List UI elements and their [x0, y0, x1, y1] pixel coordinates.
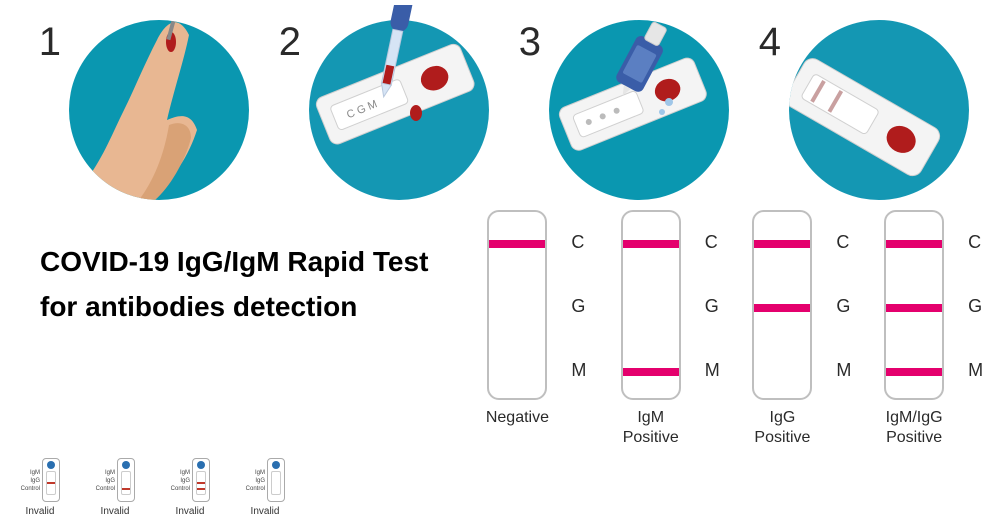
step-4: 4 — [740, 20, 980, 200]
mark-m: M — [836, 360, 851, 381]
mark-c: C — [705, 232, 718, 253]
result-both: C G M IgM/IgGPositive — [884, 210, 944, 448]
strip-negative: C G M — [487, 210, 547, 400]
mini-labels: IgM IgG Control — [243, 469, 265, 493]
step-2: 2 C G M — [260, 20, 500, 200]
title-line-2: for antibodies detection — [40, 285, 440, 330]
band-c — [489, 240, 545, 248]
band-c — [754, 240, 810, 248]
finger-prick-icon — [69, 20, 249, 200]
add-buffer-icon — [539, 10, 739, 210]
band-c — [886, 240, 942, 248]
lower-section: COVID-19 IgG/IgM Rapid Test for antibodi… — [0, 210, 1000, 458]
result-igm: C G M IgMPositive — [621, 210, 681, 448]
add-blood-icon: C G M — [289, 5, 509, 205]
title-line-1: COVID-19 IgG/IgM Rapid Test — [40, 240, 440, 285]
strip-igg: C G M — [752, 210, 812, 400]
invalid-label: Invalid — [176, 506, 205, 517]
mark-g: G — [968, 296, 982, 317]
band-g — [886, 304, 942, 312]
result-label-0: Negative — [486, 408, 549, 448]
mini-label-igg: IgG — [243, 477, 265, 485]
title-block: COVID-19 IgG/IgM Rapid Test for antibodi… — [20, 210, 440, 330]
step-3-circle — [549, 20, 729, 200]
invalid-label: Invalid — [251, 506, 280, 517]
mini-labels: IgM IgG Control — [18, 469, 40, 493]
mini-label-igm: IgM — [243, 469, 265, 477]
read-result-icon — [779, 10, 979, 210]
step-3: 3 — [500, 20, 740, 200]
strip-igm: C G M — [621, 210, 681, 400]
step-2-circle: C G M — [309, 20, 489, 200]
mark-c: C — [836, 232, 849, 253]
invalid-1: IgM IgG Control Invalid — [95, 458, 135, 517]
mini-labels: IgM IgG Control — [168, 469, 190, 493]
mini-cassette: IgM IgG Control — [245, 458, 285, 502]
result-igg: C G M IgGPositive — [752, 210, 812, 448]
result-negative: C G M Negative — [486, 210, 549, 448]
mini-cassette: IgM IgG Control — [20, 458, 60, 502]
mini-label-igg: IgG — [18, 477, 40, 485]
results-row: C G M Negative C G M IgMPositive — [450, 210, 980, 448]
strip-both: C G M — [884, 210, 944, 400]
mini-label-igg: IgG — [168, 477, 190, 485]
invalid-label: Invalid — [26, 506, 55, 517]
invalid-label: Invalid — [101, 506, 130, 517]
mark-g: G — [836, 296, 850, 317]
mark-g: G — [705, 296, 719, 317]
mini-label-control: Control — [18, 485, 40, 493]
step-4-circle — [789, 20, 969, 200]
mark-m: M — [571, 360, 586, 381]
mark-g: G — [571, 296, 585, 317]
mini-label-igg: IgG — [93, 477, 115, 485]
band-m — [886, 368, 942, 376]
mini-label-control: Control — [93, 485, 115, 493]
result-label-2: IgGPositive — [754, 408, 810, 448]
mark-m: M — [968, 360, 983, 381]
band-g — [754, 304, 810, 312]
step-3-number: 3 — [511, 20, 541, 65]
mark-m: M — [705, 360, 720, 381]
invalid-0: IgM IgG Control Invalid — [20, 458, 60, 517]
result-label-1: IgMPositive — [623, 408, 679, 448]
mini-label-igm: IgM — [168, 469, 190, 477]
step-1: 1 — [20, 20, 260, 200]
mini-label-control: Control — [243, 485, 265, 493]
mark-c: C — [571, 232, 584, 253]
mini-label-igm: IgM — [93, 469, 115, 477]
mini-label-control: Control — [168, 485, 190, 493]
invalid-2: IgM IgG Control Invalid — [170, 458, 210, 517]
mini-labels: IgM IgG Control — [93, 469, 115, 493]
band-m — [623, 368, 679, 376]
step-4-number: 4 — [751, 20, 781, 65]
mark-c: C — [968, 232, 981, 253]
mini-label-igm: IgM — [18, 469, 40, 477]
invalid-row: IgM IgG Control Invalid IgM IgG Control … — [20, 458, 285, 517]
step-1-circle — [69, 20, 249, 200]
mini-cassette: IgM IgG Control — [170, 458, 210, 502]
result-label-3: IgM/IgGPositive — [886, 408, 943, 448]
band-c — [623, 240, 679, 248]
invalid-3: IgM IgG Control Invalid — [245, 458, 285, 517]
steps-row: 1 2 — [0, 0, 1000, 210]
step-1-number: 1 — [31, 20, 61, 65]
mini-cassette: IgM IgG Control — [95, 458, 135, 502]
